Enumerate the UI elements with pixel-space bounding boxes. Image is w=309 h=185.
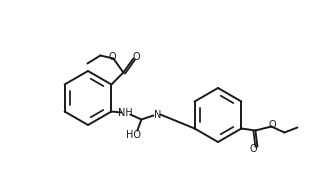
Text: HO: HO <box>126 130 141 139</box>
Text: N: N <box>154 110 161 120</box>
Text: O: O <box>269 120 276 130</box>
Text: NH: NH <box>118 108 133 119</box>
Text: O: O <box>250 144 257 154</box>
Text: O: O <box>133 53 140 63</box>
Text: O: O <box>108 53 116 63</box>
